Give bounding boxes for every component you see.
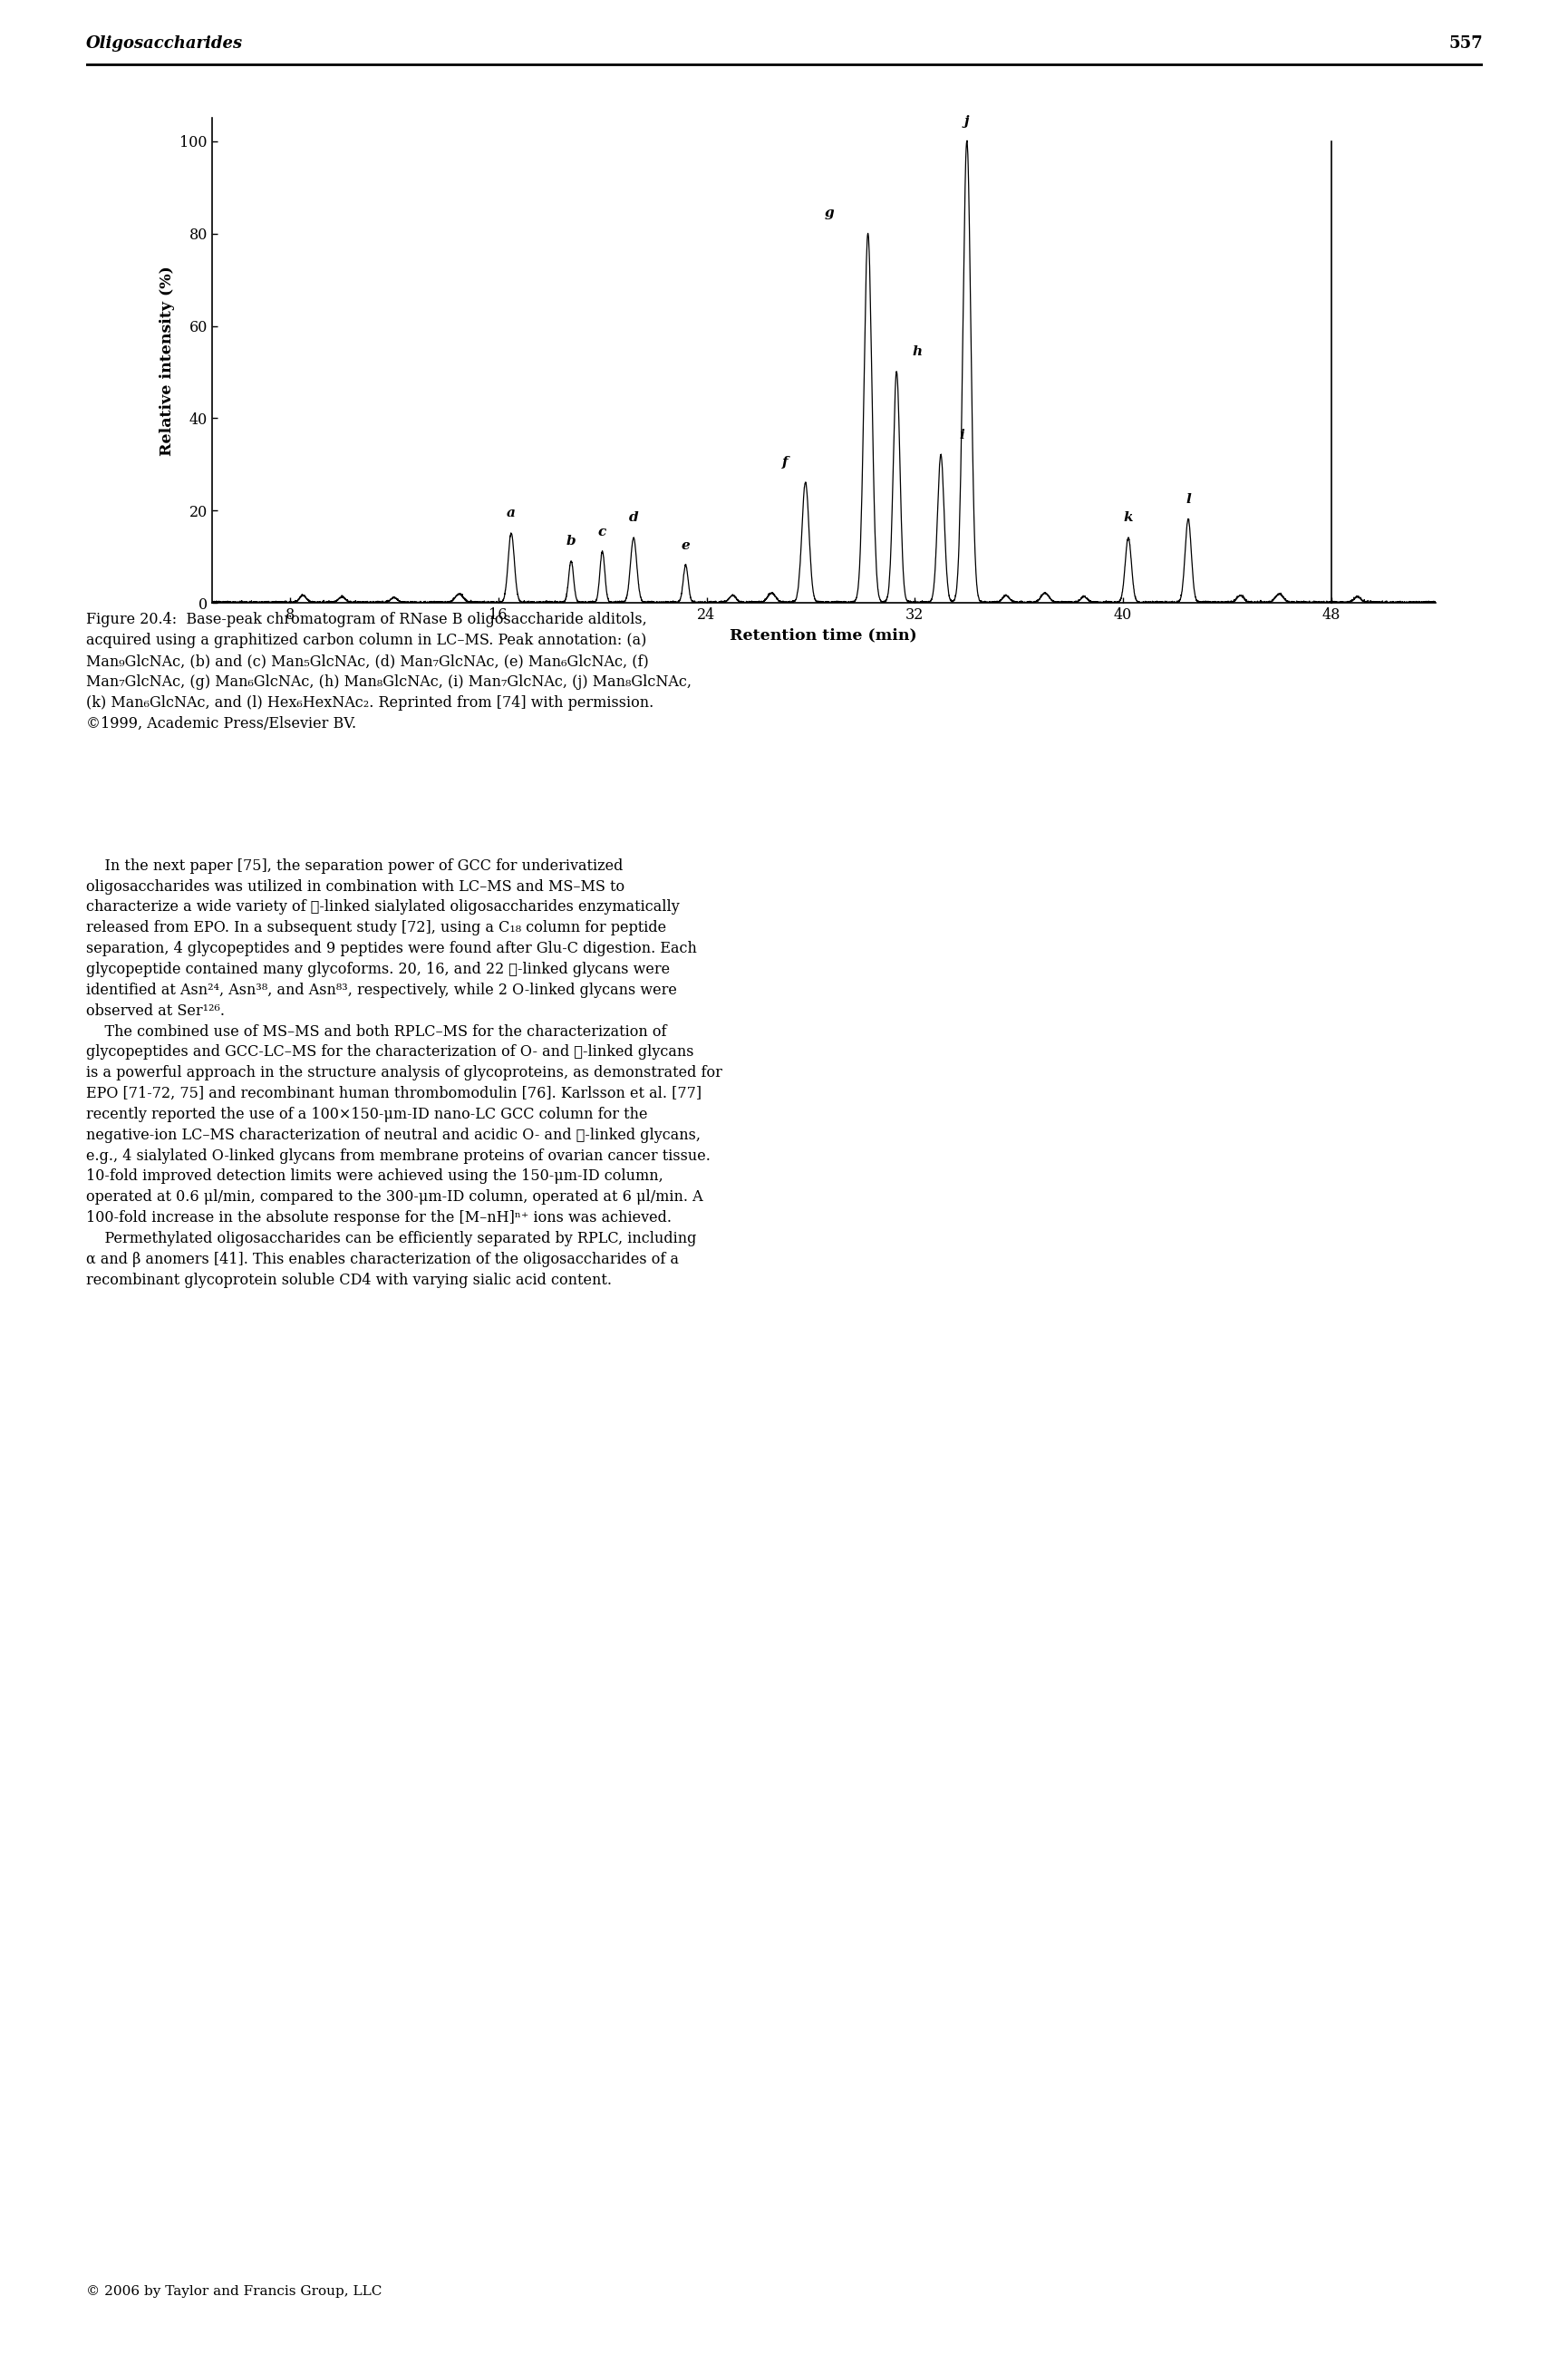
Text: j: j — [964, 116, 969, 128]
Text: Oligosaccharides: Oligosaccharides — [86, 35, 243, 52]
Text: h: h — [913, 345, 922, 359]
Text: © 2006 by Taylor and Francis Group, LLC: © 2006 by Taylor and Francis Group, LLC — [86, 2286, 383, 2298]
Text: i: i — [958, 428, 964, 442]
Text: b: b — [566, 534, 575, 548]
Text: l: l — [1185, 494, 1190, 506]
Text: e: e — [681, 539, 690, 553]
Text: In the next paper [75], the separation power of GCC for underivatized
oligosacch: In the next paper [75], the separation p… — [86, 858, 721, 1288]
Y-axis label: Relative intensity (%): Relative intensity (%) — [160, 265, 174, 456]
Text: a: a — [506, 506, 516, 520]
X-axis label: Retention time (min): Retention time (min) — [729, 629, 917, 643]
Text: k: k — [1123, 511, 1132, 525]
Text: d: d — [629, 511, 638, 525]
Text: f: f — [781, 456, 787, 468]
Text: c: c — [597, 525, 607, 539]
Text: g: g — [823, 208, 833, 220]
Text: 557: 557 — [1447, 35, 1482, 52]
Text: Figure 20.4:  Base-peak chromatogram of RNase B oligosaccharide alditols,
acquir: Figure 20.4: Base-peak chromatogram of R… — [86, 612, 691, 730]
